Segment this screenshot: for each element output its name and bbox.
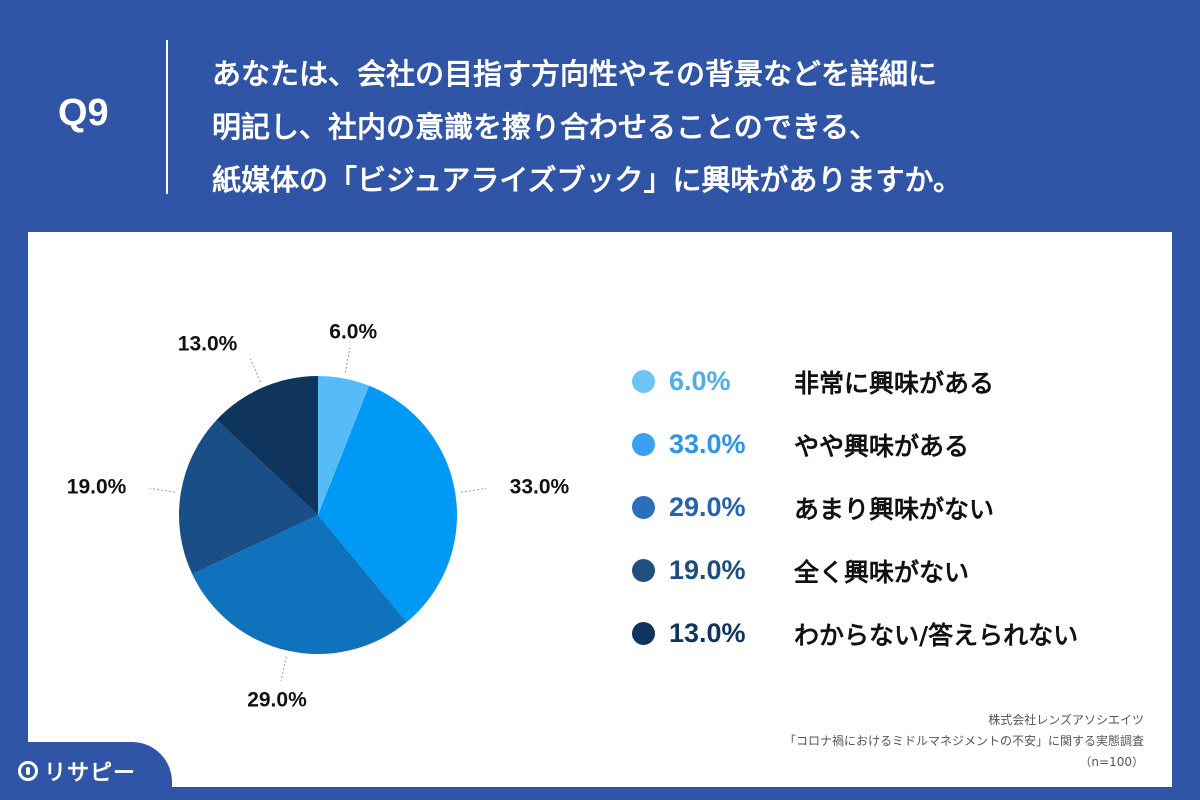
legend-label: 非常に興味がある	[794, 368, 995, 398]
legend: 6.0% 非常に興味がある 33.0% やや興味がある 29.0% あまり興味が…	[632, 350, 1172, 665]
header-divider	[166, 40, 168, 194]
legend-label: やや興味がある	[794, 431, 970, 461]
pie-slice	[318, 385, 457, 623]
leader-line	[280, 656, 287, 682]
pie-slice	[318, 376, 370, 515]
slice-label: 13.0%	[178, 332, 238, 355]
pie-slice	[179, 419, 318, 575]
legend-dot	[632, 433, 655, 456]
pie-slice	[216, 376, 318, 515]
legend-dot	[632, 370, 655, 393]
legend-percent: 13.0%	[669, 618, 746, 648]
question-line: あなたは、会社の目指す方向性やその背景などを詳細に	[212, 57, 938, 91]
legend-label: 全く興味がない	[794, 557, 970, 587]
legend-percent: 6.0%	[669, 366, 731, 396]
source-company: 株式会社レンズアソシエイツ	[988, 713, 1144, 727]
legend-dot	[632, 496, 655, 519]
leader-line	[461, 487, 486, 493]
pie-chart: 6.0% 33.0% 29.0% 19.0% 13.0%	[67, 320, 570, 711]
legend-label: あまり興味がない	[794, 494, 995, 524]
slice-label: 6.0%	[329, 320, 377, 343]
question-line: 明記し、社内の意識を擦り合わせることのできる、	[212, 110, 879, 144]
source-survey: 「コロナ禍におけるミドルマネジメントの不安」に関する実態調査	[783, 734, 1144, 748]
logo-text: リサピー	[44, 761, 137, 786]
source-sample-size: （n=100）	[1079, 755, 1144, 769]
leader-line	[250, 358, 261, 383]
source-note: 株式会社レンズアソシエイツ 「コロナ禍におけるミドルマネジメントの不安」に関する…	[784, 710, 1144, 773]
logo-icon	[18, 761, 38, 781]
slice-label: 19.0%	[67, 476, 127, 499]
leader-line	[344, 347, 351, 373]
legend-percent: 33.0%	[669, 429, 746, 459]
brand-logo: リサピー	[0, 742, 172, 800]
legend-item: 6.0% 非常に興味がある	[632, 350, 1172, 413]
pie-slice	[192, 515, 407, 654]
slice-label: 33.0%	[510, 476, 570, 499]
legend-item: 19.0% 全く興味がない	[632, 539, 1172, 602]
legend-item: 29.0% あまり興味がない	[632, 476, 1172, 539]
legend-percent: 29.0%	[669, 492, 746, 522]
question-text: あなたは、会社の目指す方向性やその背景などを詳細に 明記し、社内の意識を擦り合わ…	[212, 48, 1172, 207]
chart-panel: 6.0% 33.0% 29.0% 19.0% 13.0% 6.0% 非常に興味がある 3…	[28, 232, 1172, 787]
slice-label: 29.0%	[247, 688, 307, 711]
legend-dot	[632, 622, 655, 645]
legend-percent: 19.0%	[669, 555, 746, 585]
question-number: Q9	[58, 92, 109, 134]
leader-line	[150, 487, 175, 493]
legend-item: 13.0% わからない/答えられない	[632, 602, 1172, 665]
legend-dot	[632, 559, 655, 582]
question-line: 紙媒体の「ビジュアライズブック」に興味がありますか。	[212, 163, 962, 197]
header: Q9 あなたは、会社の目指す方向性やその背景などを詳細に 明記し、社内の意識を擦…	[0, 0, 1200, 232]
legend-item: 33.0% やや興味がある	[632, 413, 1172, 476]
legend-label: わからない/答えられない	[794, 620, 1079, 650]
